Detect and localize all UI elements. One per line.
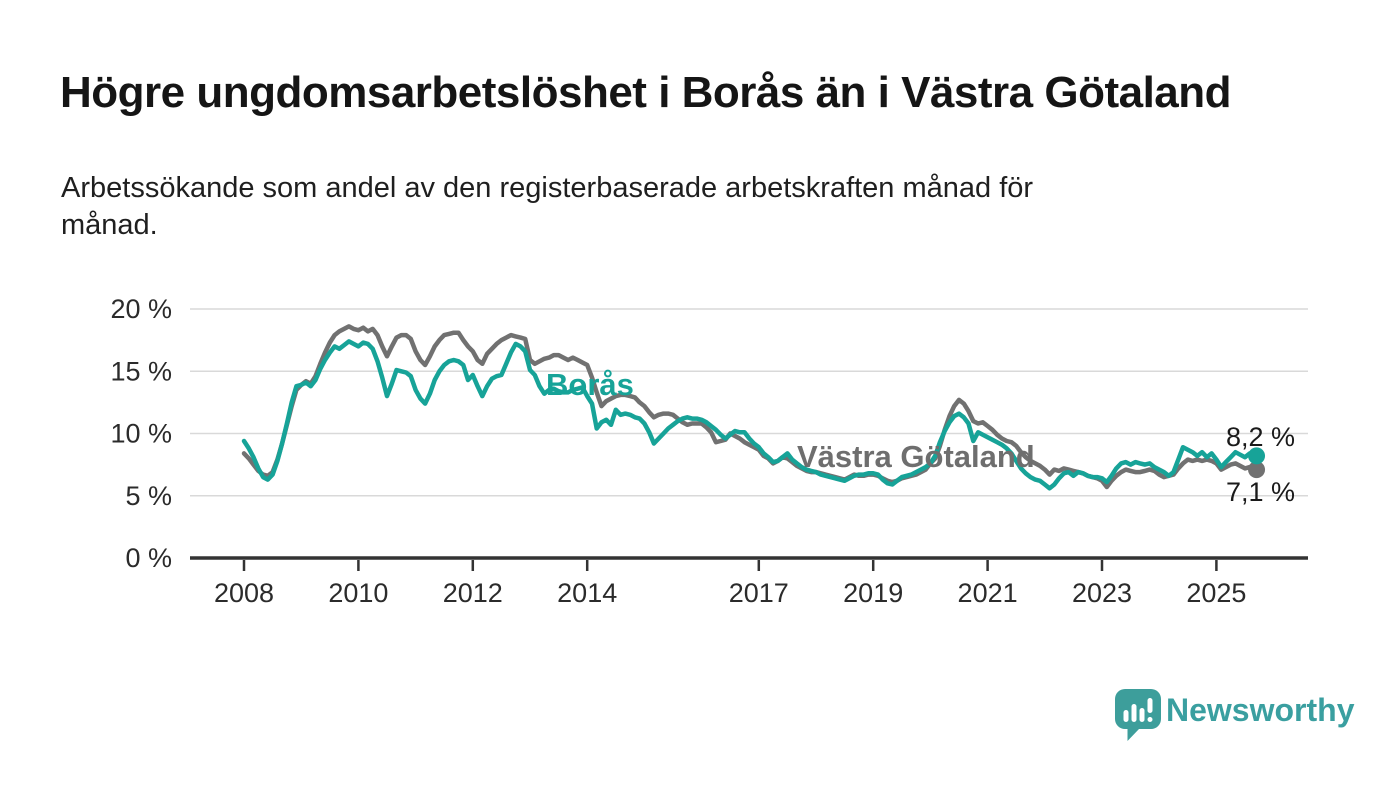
y-tick-label: 10 % — [110, 419, 172, 449]
x-tick-label: 2019 — [843, 578, 903, 608]
chart-title: Högre ungdomsarbetslöshet i Borås än i V… — [60, 68, 1232, 117]
end-value-label-boras: 8,2 % — [1226, 422, 1296, 452]
x-tick-label: 2014 — [557, 578, 617, 608]
x-tick-label: 2021 — [958, 578, 1018, 608]
series-end-dot — [1248, 461, 1266, 479]
subtitle-line-1: Arbetssökande som andel av den registerb… — [61, 172, 1034, 204]
series-label-vastra-gotaland: Västra Götaland — [797, 439, 1035, 474]
end-value-label-vastra-gotaland: 7,1 % — [1226, 477, 1296, 507]
series-line-boras — [241, 339, 1257, 491]
speech-bubble-bar-chart-icon — [1115, 689, 1161, 741]
line-chart: 0 % 5 % 10 % 15 % 20 % 2008 2010 2012 2014 2017 20… — [110, 294, 1308, 608]
series-label-boras: Borås — [546, 367, 634, 402]
x-tick-label: 2017 — [729, 578, 789, 608]
x-tick-label: 2023 — [1072, 578, 1132, 608]
x-tick-label: 2012 — [443, 578, 503, 608]
y-tick-label: 20 % — [110, 294, 172, 324]
y-tick-label: 5 % — [125, 481, 172, 511]
subtitle-line-2: månad. — [61, 209, 158, 241]
newsworthy-logo-text: Newsworthy — [1166, 692, 1355, 728]
x-tick-label: 2008 — [214, 578, 274, 608]
series-end-dot — [1248, 447, 1266, 465]
x-tick-label: 2010 — [328, 578, 388, 608]
series-line-vastra-gotaland — [241, 324, 1257, 490]
x-tick-label: 2025 — [1186, 578, 1246, 608]
y-tick-label: 15 % — [110, 356, 172, 386]
chart-area: 0 % 5 % 10 % 15 % 20 % 2008 2010 2012 2014 2017 20… — [110, 294, 1308, 608]
chart-subtitle: Arbetssökande som andel av den registerb… — [61, 170, 1341, 244]
y-tick-label: 0 % — [125, 543, 172, 573]
